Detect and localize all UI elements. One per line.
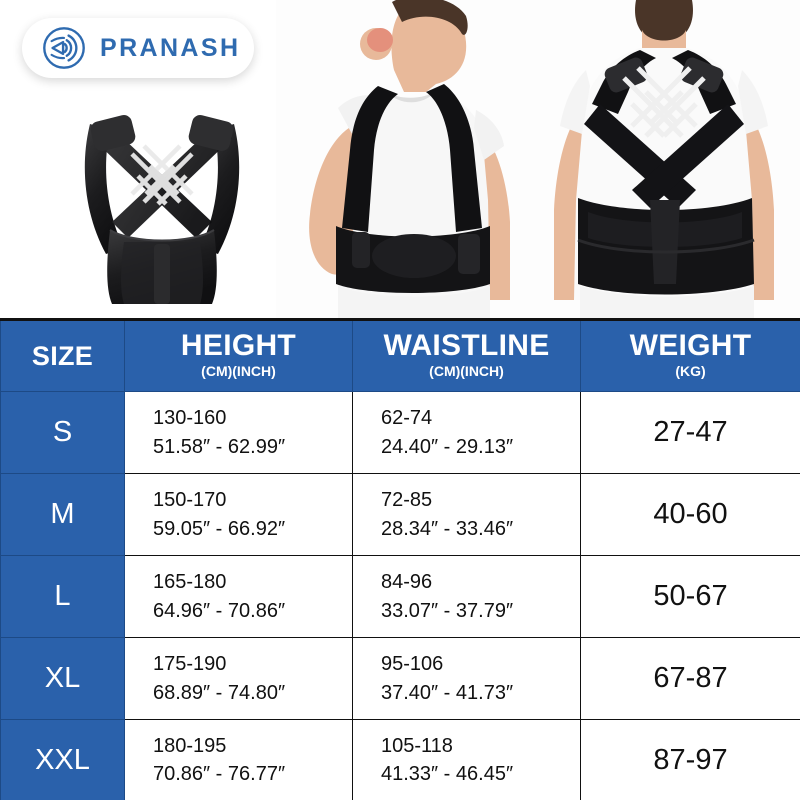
cell-waistline-inch: 33.07″ - 37.79″ xyxy=(381,599,514,622)
cell-height: 175-190 68.89″ - 74.80″ xyxy=(124,637,353,720)
cell-weight: 67-87 xyxy=(580,637,800,720)
cell-height-inch: 59.05″ - 66.92″ xyxy=(153,517,286,540)
brand-logo-pill: PRANASH xyxy=(22,18,254,78)
cell-height-inch: 51.58″ - 62.99″ xyxy=(153,435,286,458)
column-header-size-title: SIZE xyxy=(31,340,94,371)
table-header-row: SIZE HEIGHT (CM)(INCH) WAISTLINE (CM)(IN… xyxy=(0,319,800,392)
size-chart-table: SIZE HEIGHT (CM)(INCH) WAISTLINE (CM)(IN… xyxy=(0,318,800,800)
table-header: SIZE HEIGHT (CM)(INCH) WAISTLINE (CM)(IN… xyxy=(0,319,800,392)
fingerprint-wave-icon xyxy=(42,26,86,70)
hero-banner: PRANASH xyxy=(0,0,800,318)
table-row: L 165-180 64.96″ - 70.86″ 84-96 33.07″ -… xyxy=(0,555,800,638)
cell-weight: 27-47 xyxy=(580,391,800,474)
cell-waistline-cm: 72-85 xyxy=(381,489,433,512)
column-header-height: HEIGHT (CM)(INCH) xyxy=(124,319,353,392)
column-header-size: SIZE xyxy=(0,319,125,392)
cell-waistline: 95-106 37.40″ - 41.73″ xyxy=(352,637,581,720)
cell-waistline-inch: 28.34″ - 33.46″ xyxy=(381,517,514,540)
column-header-waistline-units: (CM)(INCH) xyxy=(429,363,504,380)
cell-weight: 87-97 xyxy=(580,719,800,800)
table-row: XXL 180-195 70.86″ - 76.77″ 105-118 41.3… xyxy=(0,719,800,800)
cell-waistline-cm: 84-96 xyxy=(381,571,433,594)
cell-height-inch: 64.96″ - 70.86″ xyxy=(153,599,286,622)
table-row: S 130-160 51.58″ - 62.99″ 62-74 24.40″ -… xyxy=(0,391,800,474)
cell-waistline: 105-118 41.33″ - 46.45″ xyxy=(352,719,581,800)
cell-waistline-inch: 37.40″ - 41.73″ xyxy=(381,681,514,704)
cell-waistline-cm: 95-106 xyxy=(381,653,444,676)
product-photo-brace xyxy=(62,104,262,312)
cell-size: M xyxy=(0,473,125,556)
brand-name: PRANASH xyxy=(100,33,241,62)
column-header-weight: WEIGHT (KG) xyxy=(580,319,800,392)
column-header-waistline: WAISTLINE (CM)(INCH) xyxy=(352,319,581,392)
cell-size: XL xyxy=(0,637,125,720)
cell-height: 150-170 59.05″ - 66.92″ xyxy=(124,473,353,556)
cell-height-cm: 175-190 xyxy=(153,653,227,676)
cell-size: L xyxy=(0,555,125,638)
cell-height: 165-180 64.96″ - 70.86″ xyxy=(124,555,353,638)
column-header-weight-title: WEIGHT xyxy=(629,329,752,363)
cell-size: XXL xyxy=(0,719,125,800)
cell-height-inch: 70.86″ - 76.77″ xyxy=(153,763,286,785)
table-row: M 150-170 59.05″ - 66.92″ 72-85 28.34″ -… xyxy=(0,473,800,556)
cell-waistline-inch: 41.33″ - 46.45″ xyxy=(381,763,514,785)
column-header-weight-units: (KG) xyxy=(675,363,706,380)
column-header-waistline-title: WAISTLINE xyxy=(383,329,550,363)
cell-height-inch: 68.89″ - 74.80″ xyxy=(153,681,286,704)
cell-size: S xyxy=(0,391,125,474)
cell-height-cm: 180-195 xyxy=(153,734,227,757)
cell-waistline: 72-85 28.34″ - 33.46″ xyxy=(352,473,581,556)
cell-weight: 50-67 xyxy=(580,555,800,638)
cell-height-cm: 165-180 xyxy=(153,571,227,594)
cell-height-cm: 130-160 xyxy=(153,407,227,430)
cell-height-cm: 150-170 xyxy=(153,489,227,512)
cell-waistline-cm: 62-74 xyxy=(381,407,433,430)
cell-height: 180-195 70.86″ - 76.77″ xyxy=(124,719,353,800)
cell-waistline: 84-96 33.07″ - 37.79″ xyxy=(352,555,581,638)
cell-weight: 40-60 xyxy=(580,473,800,556)
cell-height: 130-160 51.58″ - 62.99″ xyxy=(124,391,353,474)
model-photo-front xyxy=(276,0,546,318)
table-row: XL 175-190 68.89″ - 74.80″ 95-106 37.40″… xyxy=(0,637,800,720)
cell-waistline-cm: 105-118 xyxy=(381,734,453,757)
cell-waistline: 62-74 24.40″ - 29.13″ xyxy=(352,391,581,474)
column-header-height-units: (CM)(INCH) xyxy=(201,363,276,380)
column-header-height-title: HEIGHT xyxy=(180,329,297,363)
cell-waistline-inch: 24.40″ - 29.13″ xyxy=(381,435,514,458)
model-photo-back xyxy=(528,0,800,318)
table-body: S 130-160 51.58″ - 62.99″ 62-74 24.40″ -… xyxy=(0,391,800,800)
